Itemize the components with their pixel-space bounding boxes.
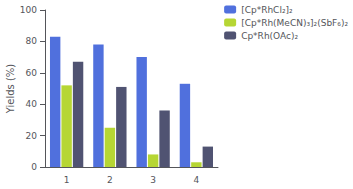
svg-text:60: 60: [26, 68, 38, 78]
svg-text:80: 80: [26, 36, 38, 46]
svg-text:20: 20: [26, 131, 38, 141]
svg-text:100: 100: [20, 5, 37, 15]
svg-text:3: 3: [150, 175, 156, 185]
svg-text:2: 2: [107, 175, 113, 185]
svg-text:[Cp*Rh(MeCN)₃]₂(SbF₆)₂: [Cp*Rh(MeCN)₃]₂(SbF₆)₂: [241, 18, 348, 28]
svg-text:Cp*Rh(OAc)₂: Cp*Rh(OAc)₂: [241, 31, 298, 41]
svg-text:0: 0: [31, 162, 37, 172]
svg-text:1: 1: [64, 175, 70, 185]
svg-text:4: 4: [194, 175, 200, 185]
svg-text:[Cp*RhCl₂]₂: [Cp*RhCl₂]₂: [241, 5, 293, 15]
svg-text:Yields (%): Yields (%): [5, 64, 16, 115]
svg-text:40: 40: [26, 99, 38, 109]
